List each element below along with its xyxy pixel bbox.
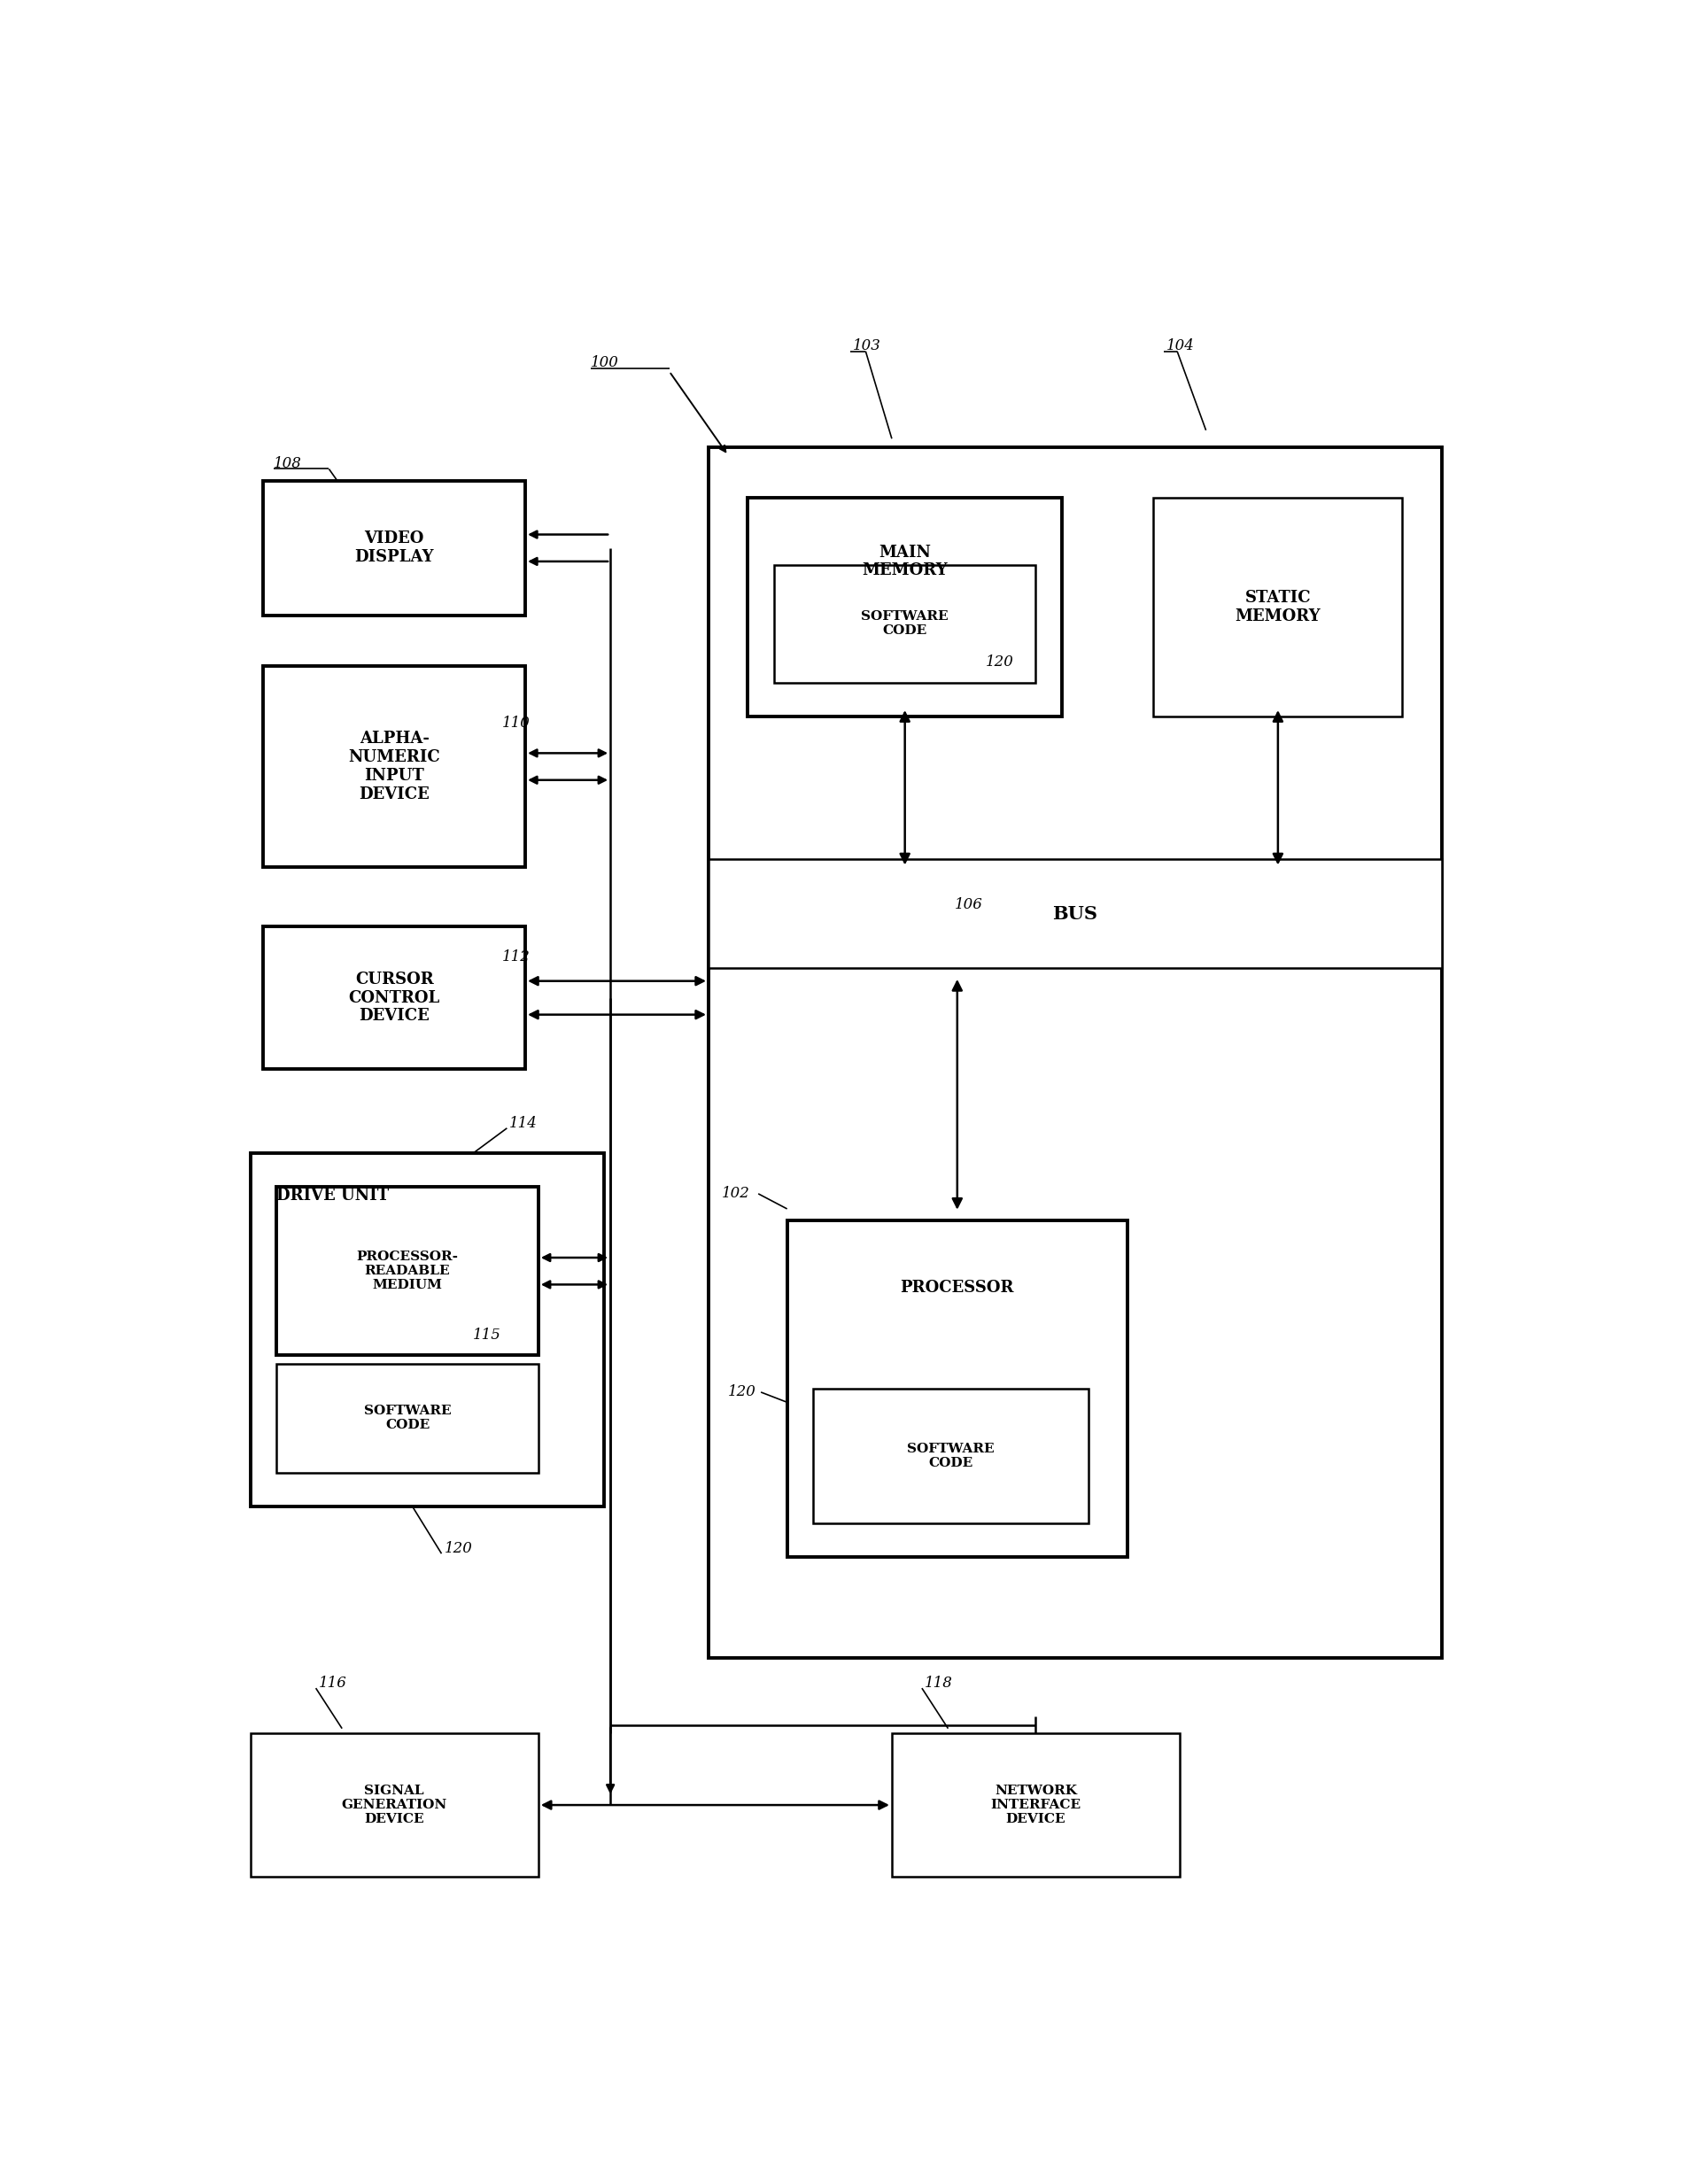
Text: ALPHA-
NUMERIC
INPUT
DEVICE: ALPHA- NUMERIC INPUT DEVICE	[348, 732, 441, 802]
Text: DRIVE UNIT: DRIVE UNIT	[277, 1188, 388, 1203]
FancyBboxPatch shape	[748, 498, 1062, 716]
FancyBboxPatch shape	[774, 566, 1035, 681]
Text: BUS: BUS	[1052, 904, 1098, 922]
Text: 116: 116	[319, 1675, 346, 1690]
FancyBboxPatch shape	[787, 1221, 1128, 1557]
Text: NETWORK
INTERFACE
DEVICE: NETWORK INTERFACE DEVICE	[990, 1784, 1081, 1826]
Text: 118: 118	[924, 1675, 953, 1690]
Text: 104: 104	[1167, 339, 1194, 354]
FancyBboxPatch shape	[250, 1734, 539, 1876]
FancyBboxPatch shape	[1154, 498, 1402, 716]
Text: 115: 115	[473, 1328, 502, 1343]
FancyBboxPatch shape	[277, 1188, 539, 1354]
FancyBboxPatch shape	[709, 858, 1442, 968]
Text: 102: 102	[721, 1186, 750, 1201]
Text: STATIC
MEMORY: STATIC MEMORY	[1235, 590, 1321, 625]
FancyBboxPatch shape	[709, 448, 1442, 1658]
Text: 103: 103	[853, 339, 880, 354]
Text: 112: 112	[502, 950, 530, 963]
Text: 110: 110	[502, 716, 530, 729]
Text: SOFTWARE
CODE: SOFTWARE CODE	[861, 609, 949, 638]
Text: 120: 120	[444, 1542, 473, 1555]
Text: SOFTWARE
CODE: SOFTWARE CODE	[363, 1404, 451, 1431]
FancyBboxPatch shape	[263, 926, 525, 1070]
Text: 114: 114	[510, 1116, 537, 1131]
Text: SIGNAL
GENERATION
DEVICE: SIGNAL GENERATION DEVICE	[341, 1784, 448, 1826]
FancyBboxPatch shape	[277, 1363, 539, 1472]
Text: 100: 100	[591, 356, 618, 371]
FancyBboxPatch shape	[263, 666, 525, 867]
Text: 120: 120	[986, 655, 1015, 670]
Text: VIDEO
DISPLAY: VIDEO DISPLAY	[355, 531, 434, 566]
Text: PROCESSOR-
READABLE
MEDIUM: PROCESSOR- READABLE MEDIUM	[356, 1251, 458, 1291]
FancyBboxPatch shape	[263, 480, 525, 616]
Text: SOFTWARE
CODE: SOFTWARE CODE	[907, 1444, 995, 1470]
Text: 106: 106	[954, 898, 983, 913]
FancyBboxPatch shape	[250, 1153, 605, 1507]
Text: MAIN
MEMORY: MAIN MEMORY	[861, 544, 948, 579]
Text: PROCESSOR: PROCESSOR	[900, 1280, 1013, 1295]
FancyBboxPatch shape	[892, 1734, 1179, 1876]
Text: 108: 108	[274, 456, 302, 472]
Text: 120: 120	[728, 1385, 757, 1400]
Text: CURSOR
CONTROL
DEVICE: CURSOR CONTROL DEVICE	[348, 972, 441, 1024]
FancyBboxPatch shape	[814, 1389, 1088, 1524]
